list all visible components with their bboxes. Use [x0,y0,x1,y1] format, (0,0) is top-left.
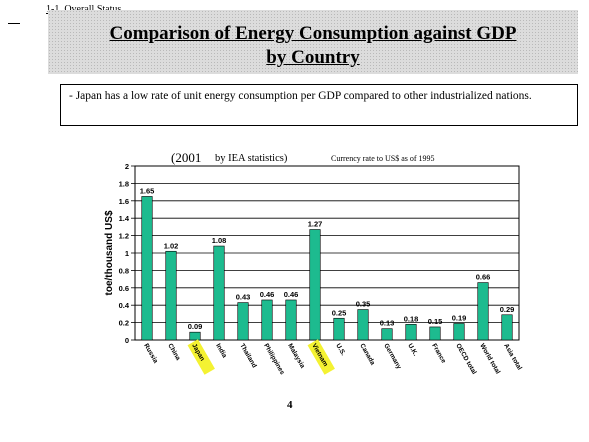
y-tick-label: 1.4 [119,214,130,223]
bar-value-label: 1.27 [308,220,323,229]
x-category-label: China [166,343,181,362]
bar [261,299,273,341]
y-tick-label: 0 [125,336,129,345]
bar-value-label: 0.13 [380,319,395,328]
slide-title-line-2: by Country [266,47,360,68]
bar-value-label: 1.02 [164,241,179,250]
bar-value-label: 0.35 [356,300,371,309]
y-tick-label: 1.2 [119,232,129,241]
x-category-label: Asia total [502,343,523,372]
x-category-label: France [430,343,447,365]
page-number: 4 [287,399,293,411]
plot-frame [134,165,520,341]
bar [213,245,225,341]
chart-title: (2001 [171,150,201,165]
title-banner: Comparison of Energy Consumption against… [48,10,578,74]
bar-value-label: 1.65 [140,186,155,195]
y-axis-label: toe/thousand US$ [104,210,115,295]
x-category-label: U.S. [334,343,346,358]
section-label: 1-1. Overall Status [46,4,121,15]
bar-value-label: 0.19 [452,313,467,322]
bar [477,282,489,341]
chart-subtitle: Currency rate to US$ as of 1995 [331,154,435,163]
bar [189,331,201,341]
bar [453,323,465,341]
x-category-label: Thailand [238,343,257,370]
note-box: - Japan has a low rate of unit energy co… [60,84,578,126]
bar [237,302,249,341]
x-category-label: World total [478,343,501,376]
y-tick-label: 1.8 [119,179,129,188]
x-category-label: OECD total [454,343,477,376]
bar [357,309,369,341]
bar-value-label: 0.43 [236,293,251,302]
slide-title-line-1: Comparison of Energy Consumption against… [109,23,517,44]
y-tick-label: 1 [125,249,129,258]
x-category-label: Philippines [262,343,286,377]
bar [501,314,513,341]
y-tick-label: 2 [125,162,129,171]
y-tick-label: 1.6 [119,197,129,206]
bar [141,196,153,341]
bar [165,250,177,341]
x-category-label: Canada [358,343,376,367]
note-text: - Japan has a low rate of unit energy co… [69,90,532,102]
bar-value-label: 0.29 [500,305,515,314]
x-category-label: Germany [382,343,402,371]
bar [405,324,417,341]
bar-value-label: 0.09 [188,322,203,331]
category-highlight [307,339,335,375]
bar-value-label: 0.18 [404,314,419,323]
x-category-label: U.K. [406,343,419,358]
x-category-label: Russia [142,343,159,365]
bar-value-label: 0.66 [476,273,491,282]
bar-value-label: 1.08 [212,236,227,245]
y-tick-label: 0.2 [119,319,129,328]
bar [309,229,321,341]
chart-title-suffix: by IEA statistics) [215,153,288,164]
y-tick-label: 0.8 [119,266,129,275]
bar [381,328,393,341]
bar [333,317,345,341]
bar [429,326,441,341]
category-highlight [187,339,215,375]
y-tick-label: 0.4 [119,301,130,310]
x-category-label: Malaysia [286,343,306,370]
x-category-label: India [214,343,228,360]
bar-value-label: 0.25 [332,308,347,317]
bar [285,299,297,341]
bar-value-label: 0.46 [260,290,275,299]
bar-value-label: 0.15 [428,317,443,326]
bar-value-label: 0.46 [284,290,299,299]
y-tick-label: 0.6 [119,284,129,293]
corner-dash [8,23,20,24]
